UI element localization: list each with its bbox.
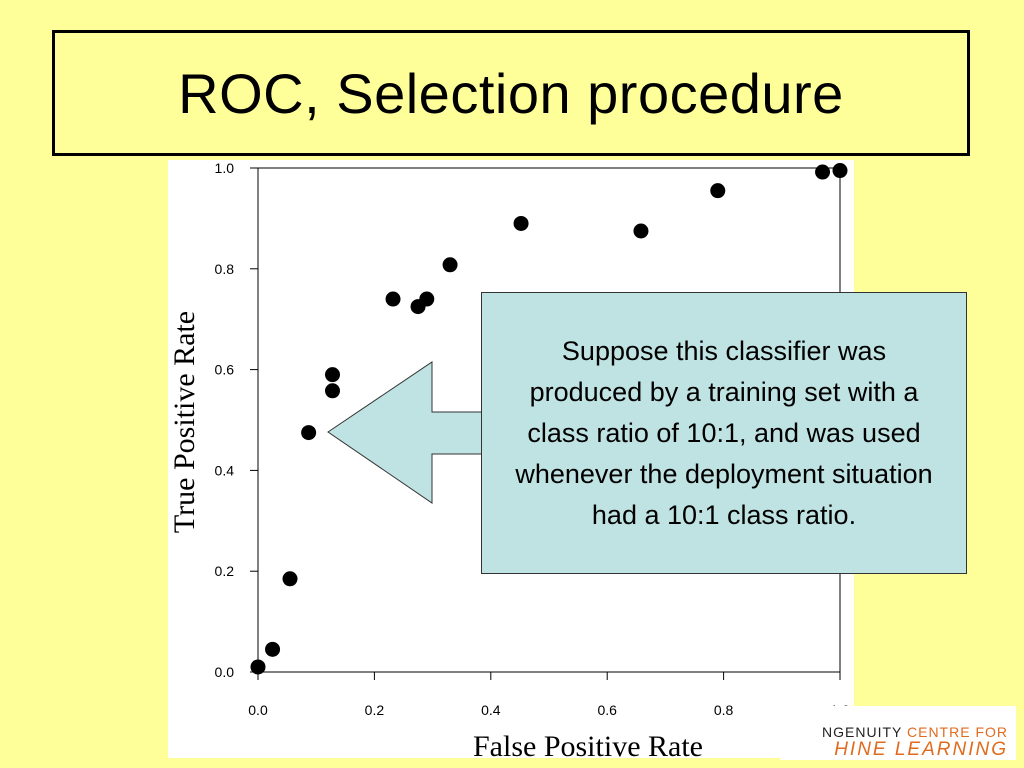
- y-tick-label: 0.2: [215, 563, 235, 579]
- data-point: [265, 641, 281, 657]
- data-point: [815, 164, 831, 180]
- x-axis: 0.00.20.40.60.81.0: [248, 672, 850, 718]
- data-points: [250, 163, 848, 675]
- callout-box: Suppose this classifier was produced by …: [481, 292, 967, 574]
- data-point: [385, 291, 401, 307]
- data-point: [324, 367, 340, 383]
- data-point: [513, 215, 529, 231]
- y-tick-label: 0.6: [215, 362, 235, 378]
- callout-text: Suppose this classifier was produced by …: [515, 335, 933, 530]
- logo-line-1-accent: CENTRE FOR: [907, 724, 1008, 740]
- data-point: [832, 163, 848, 179]
- data-point: [301, 425, 317, 441]
- logo-line-1: NGENUITY CENTRE FOR: [822, 724, 1008, 740]
- data-point: [324, 383, 340, 399]
- data-point: [250, 659, 266, 675]
- data-point: [282, 571, 298, 587]
- logo-line-1-prefix: NGENUITY: [822, 724, 903, 740]
- y-axis-title: True Positive Rate: [168, 311, 201, 533]
- data-point: [710, 183, 726, 199]
- x-tick-label: 0.8: [714, 702, 734, 718]
- roc-scatter-chart: 0.00.20.40.60.81.0 0.00.20.40.60.81.0 Tr…: [168, 160, 850, 758]
- title-box: ROC, Selection procedure: [52, 30, 970, 156]
- x-tick-label: 0.6: [597, 702, 617, 718]
- left-arrow-icon: [327, 361, 485, 504]
- x-tick-label: 0.2: [365, 702, 385, 718]
- y-tick-label: 1.0: [215, 160, 235, 176]
- y-tick-label: 0.4: [215, 462, 235, 478]
- x-tick-label: 0.4: [481, 702, 501, 718]
- y-tick-label: 0.8: [215, 261, 235, 277]
- data-point: [442, 257, 458, 273]
- x-axis-title: False Positive Rate: [473, 730, 703, 758]
- logo: NGENUITY CENTRE FOR HINE LEARNING: [780, 706, 1016, 760]
- x-tick-label: 0.0: [248, 702, 268, 718]
- data-point: [633, 223, 649, 239]
- logo-line-2: HINE LEARNING: [834, 739, 1008, 760]
- data-point: [419, 291, 435, 307]
- slide-title: ROC, Selection procedure: [178, 61, 844, 125]
- y-tick-label: 0.0: [215, 664, 235, 680]
